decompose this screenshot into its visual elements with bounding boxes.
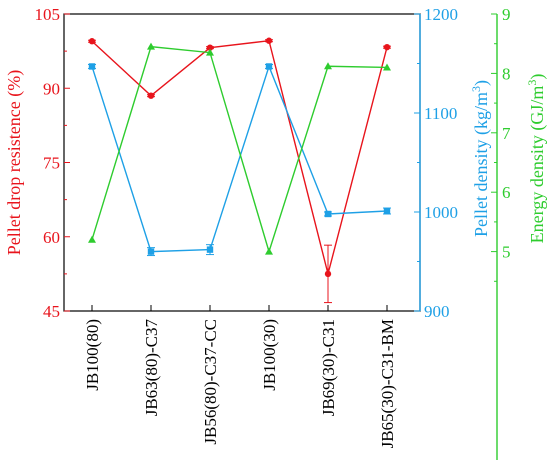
data-point <box>265 63 273 70</box>
labels-layer: JB100(80) JB63(80)-C37 JB56(80)-C37-CC JB10… <box>4 5 548 448</box>
right-y-tick-label-density: 1100 <box>424 104 457 123</box>
data-point <box>88 235 96 243</box>
data-point <box>147 42 155 50</box>
left-y-tick-label: 60 <box>43 228 60 247</box>
data-point <box>383 207 391 215</box>
data-point <box>206 48 214 56</box>
right-y-axis-label-energy: Energy density (GJ/m3) <box>525 74 548 244</box>
data-point <box>88 63 96 70</box>
data-point <box>383 63 391 71</box>
right-y-tick-label-density: 1200 <box>424 5 458 24</box>
right-y-axis-label-density: Pellet density (kg/m3) <box>469 80 492 237</box>
series-line <box>91 45 388 254</box>
right-y-tick-label-energy: 6 <box>502 183 511 202</box>
x-tick-label: JB56(80)-C37-CC <box>201 319 220 445</box>
series-line <box>91 39 388 275</box>
right-y-tick-label-energy: 5 <box>502 243 511 262</box>
left-y-tick-label: 105 <box>35 5 61 24</box>
right-y-tick-label-energy: 9 <box>502 5 511 24</box>
left-y-axis-label: Pellet drop resistence (%) <box>4 70 25 255</box>
left-y-tick-label: 45 <box>43 302 60 321</box>
data-point <box>324 270 332 278</box>
x-tick-label: JB63(80)-C37 <box>142 319 161 417</box>
x-tick-label: JB100(30) <box>260 319 279 391</box>
series-pellet-density <box>88 63 391 257</box>
series-pellet-drop-resistence <box>88 37 391 304</box>
axes <box>64 13 498 460</box>
data-point <box>265 247 273 255</box>
data-point <box>324 210 332 218</box>
data-point <box>206 44 214 51</box>
data-point <box>265 37 273 44</box>
x-tick-label: JB65(30)-C31-BM <box>378 319 397 448</box>
left-y-tick-label: 90 <box>43 79 60 98</box>
right-y-tick-label-density: 1000 <box>424 203 458 222</box>
data-point <box>383 43 391 51</box>
right-y-tick-label-energy: 7 <box>502 124 511 143</box>
x-tick-label: JB100(80) <box>83 319 102 391</box>
data-point <box>88 38 96 45</box>
data-point <box>206 246 214 253</box>
series-layer <box>88 37 391 304</box>
left-y-tick-label: 75 <box>43 154 60 173</box>
data-point <box>324 62 332 70</box>
series-energy-density <box>88 42 391 255</box>
data-point <box>147 92 155 99</box>
series-line <box>91 64 388 253</box>
right-y-tick-label-energy: 8 <box>502 64 511 83</box>
right-y-tick-label-density: 900 <box>424 302 450 321</box>
x-tick-label: JB69(30)-C31 <box>319 319 338 416</box>
data-point <box>147 248 155 255</box>
